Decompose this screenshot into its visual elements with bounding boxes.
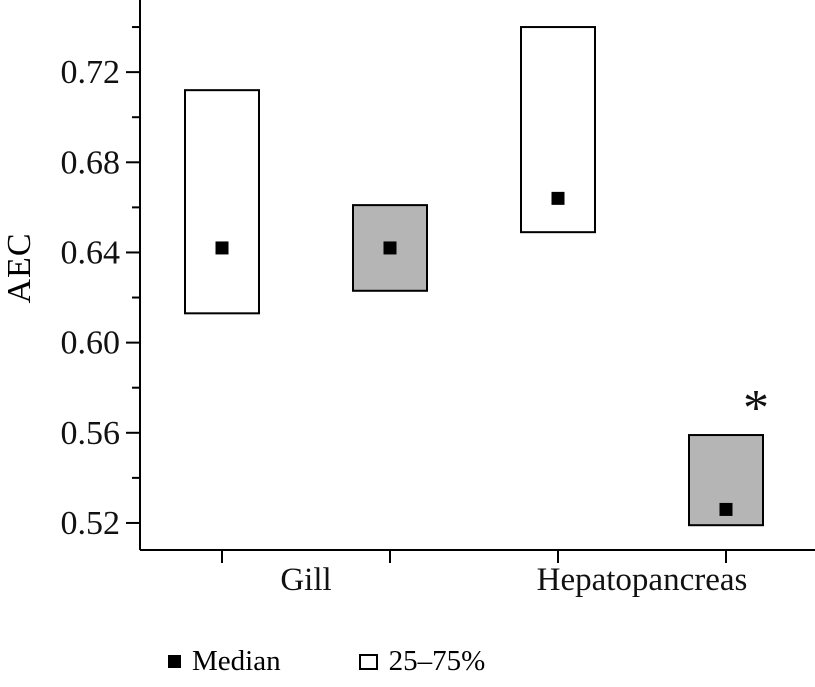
median-marker — [551, 191, 565, 205]
y-tick-label: 0.60 — [61, 325, 121, 362]
y-tick-label: 0.56 — [61, 415, 121, 452]
category-label-gill: Gill — [280, 562, 331, 598]
legend: Median 25–75% — [168, 645, 485, 678]
open-square-icon — [358, 653, 378, 670]
y-tick-label: 0.72 — [61, 54, 121, 91]
y-tick-label: 0.52 — [61, 505, 121, 542]
y-tick-label: 0.64 — [61, 234, 121, 271]
legend-item-median: Median — [168, 645, 281, 678]
iqr-box-open-gill — [184, 89, 260, 315]
significance-asterisk: * — [743, 380, 769, 437]
category-label-hepatopancreas: Hepatopancreas — [537, 562, 748, 598]
filled-square-icon — [168, 655, 181, 668]
median-marker — [215, 241, 229, 255]
iqr-box-open-hepatopancreas — [520, 26, 596, 234]
legend-label: 25–75% — [388, 645, 486, 677]
median-marker — [383, 241, 397, 255]
median-marker — [719, 502, 733, 516]
legend-label: Median — [192, 645, 281, 677]
legend-item-25-75-: 25–75% — [358, 645, 486, 678]
y-tick-label: 0.68 — [61, 144, 121, 181]
box-plot-figure: 0.52 0.56 0.60 0.64 0.68 0.72 * Gill Hepatopancr… — [61, 0, 815, 598]
